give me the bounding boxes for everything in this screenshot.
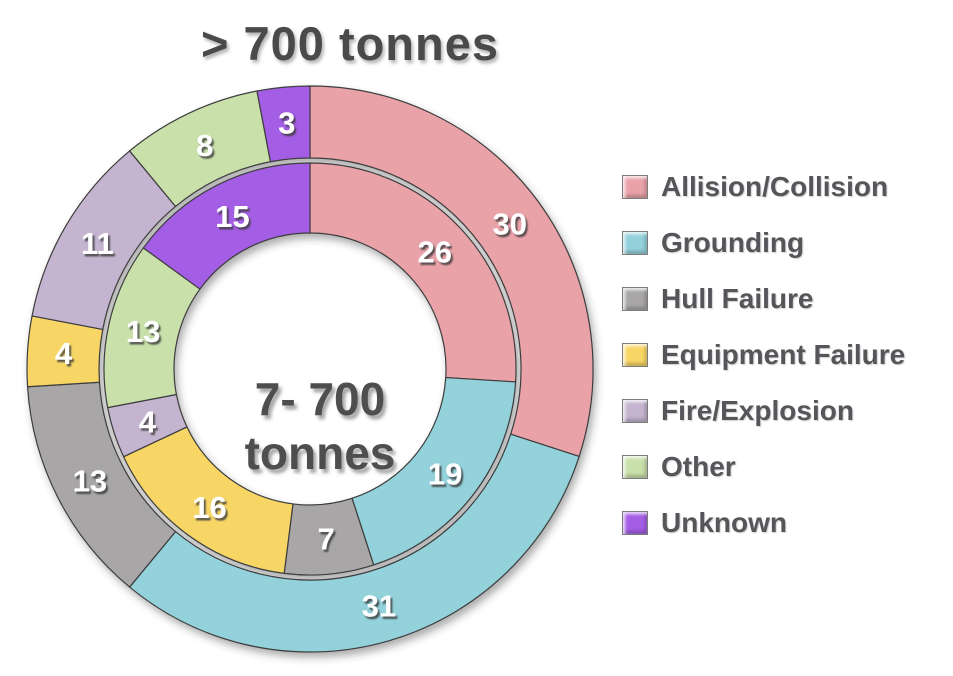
segment-value-outer-allision-collision: 30 <box>493 206 527 241</box>
legend-item-other: Other <box>622 451 905 482</box>
legend-swatch-allision-collision <box>622 175 648 199</box>
segment-value-outer-hull-failure: 13 <box>73 464 107 499</box>
legend-item-hull-failure: Hull Failure <box>622 283 905 314</box>
center-label: 7- 700 tonnes <box>170 372 470 481</box>
segment-value-inner-hull-failure: 7 <box>317 522 334 557</box>
segment-value-inner-allision-collision: 26 <box>417 234 451 269</box>
segment-value-outer-unknown: 3 <box>278 106 295 141</box>
legend-label-unknown: Unknown <box>661 507 787 538</box>
legend-swatch-grounding <box>622 231 648 255</box>
legend-swatch-unknown <box>622 511 648 535</box>
legend-label-equipment-failure: Equipment Failure <box>661 339 906 370</box>
segment-value-inner-other: 13 <box>126 314 160 349</box>
segment-outer-allision-collision <box>309 85 594 458</box>
segment-outer-unknown <box>256 85 311 163</box>
donut-chart: 30 31 13 4 11 8 3 26 19 7 16 4 13 15 7- 700 tonnes <box>10 69 610 669</box>
segment-value-outer-fire-explosion: 11 <box>81 226 114 261</box>
segment-outer-grounding <box>129 433 580 653</box>
donut-chart-svg: 30 31 13 4 11 8 3 26 19 7 16 4 13 15 <box>26 85 594 653</box>
segment-value-outer-grounding: 31 <box>362 589 396 624</box>
legend-item-unknown: Unknown <box>622 507 905 538</box>
segment-value-inner-unknown: 15 <box>215 199 249 234</box>
legend-swatch-other <box>622 455 648 479</box>
segment-value-outer-equipment-failure: 4 <box>55 336 73 371</box>
chart-title: > 700 tonnes <box>200 17 500 70</box>
legend-swatch-fire-explosion <box>622 399 648 423</box>
legend-item-grounding: Grounding <box>622 227 905 258</box>
segment-inner-unknown <box>142 162 311 290</box>
legend-item-equipment-failure: Equipment Failure <box>622 339 906 370</box>
legend-label-other: Other <box>661 451 736 482</box>
legend-item-allision-collision: Allision/Collision <box>622 171 905 202</box>
center-label-line1: 7- 700 <box>254 373 386 425</box>
segment-value-outer-other: 8 <box>196 128 213 163</box>
legend-label-grounding: Grounding <box>661 227 805 258</box>
legend-item-fire-explosion: Fire/Explosion <box>622 395 905 426</box>
segment-inner-allision-collision <box>309 162 517 383</box>
legend-swatch-hull-failure <box>622 287 648 311</box>
legend-label-fire-explosion: Fire/Explosion <box>661 395 854 426</box>
legend-label-hull-failure: Hull Failure <box>661 283 814 314</box>
segment-value-inner-equipment-failure: 16 <box>192 490 226 525</box>
center-label-line2: tonnes <box>244 427 396 480</box>
segment-value-inner-grounding: 19 <box>428 456 462 491</box>
segment-value-inner-fire-explosion: 4 <box>139 404 157 439</box>
legend-swatch-equipment-failure <box>622 343 648 367</box>
legend: Allision/Collision Grounding Hull Failure E… <box>622 171 906 566</box>
legend-label-allision-collision: Allision/Collision <box>661 171 889 202</box>
